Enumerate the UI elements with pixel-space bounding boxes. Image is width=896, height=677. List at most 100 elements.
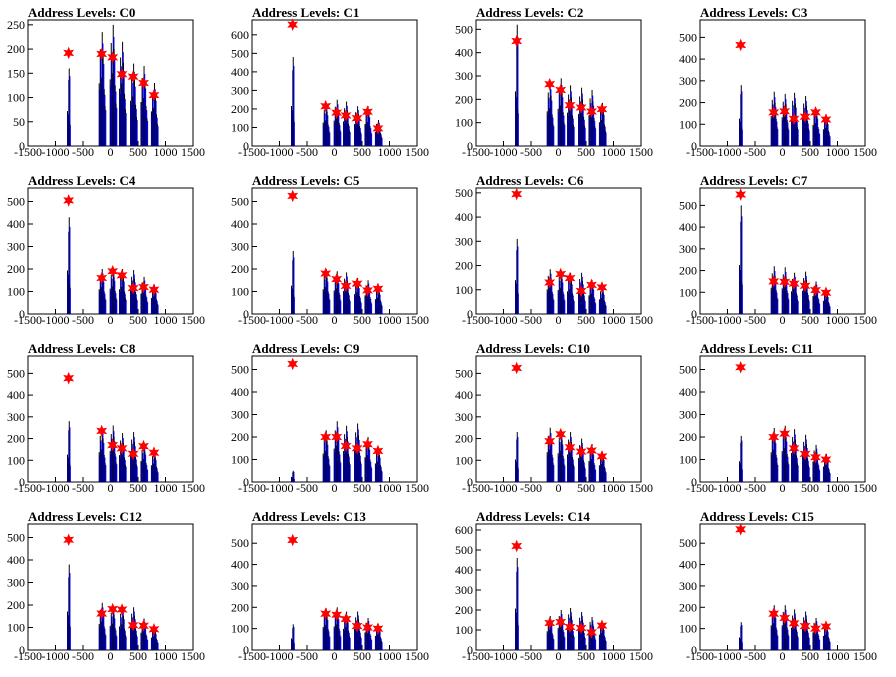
y-tick-label: 0	[467, 475, 473, 489]
y-tick-label: 500	[679, 30, 697, 44]
x-tick-label: 500	[801, 649, 819, 663]
peak-marker	[320, 267, 332, 280]
y-tick-label: 100	[7, 285, 25, 299]
peak-marker	[372, 122, 384, 135]
x-tick-label: 500	[129, 313, 147, 327]
x-tick-label: 0	[332, 313, 338, 327]
x-tick-label: 0	[108, 649, 114, 663]
peak-marker	[96, 424, 108, 438]
panel-title: Address Levels: C14	[476, 509, 590, 524]
peak-marker	[799, 279, 811, 293]
peak-marker	[735, 38, 747, 52]
x-tick-label: 500	[801, 481, 819, 495]
y-tick-label: 300	[679, 579, 697, 593]
peak-marker	[372, 444, 384, 458]
peak-marker	[768, 275, 780, 288]
y-tick-label: 500	[231, 195, 249, 209]
x-tick-label: 1000	[378, 145, 402, 159]
y-tick-label: 400	[7, 388, 25, 402]
peak-marker	[148, 283, 160, 297]
x-tick-label: 500	[353, 481, 371, 495]
y-tick-label: 300	[231, 408, 249, 422]
peak-marker	[575, 284, 587, 298]
x-tick-label: 1500	[629, 481, 653, 495]
y-tick-label: 500	[679, 363, 697, 377]
y-tick-label: 100	[455, 116, 473, 130]
peak-marker	[768, 106, 780, 119]
x-tick-label: 0	[556, 313, 562, 327]
peak-marker	[596, 450, 608, 463]
y-tick-label: 200	[455, 92, 473, 106]
x-tick-label: -500	[744, 145, 766, 159]
peak-marker	[148, 622, 160, 636]
x-tick-label: 1500	[405, 145, 429, 159]
y-tick-label: 500	[455, 366, 473, 380]
peak-marker	[735, 523, 747, 536]
x-tick-label: 1500	[181, 481, 205, 495]
peak-marker	[586, 105, 597, 118]
x-tick-label: 1000	[602, 145, 626, 159]
y-tick-label: 300	[679, 408, 697, 422]
peak-marker	[116, 442, 128, 455]
peak-marker	[555, 427, 567, 441]
peak-marker	[107, 264, 119, 278]
peak-marker	[596, 102, 608, 116]
y-tick-label: 500	[455, 186, 473, 200]
peak-marker	[372, 282, 384, 296]
peak-marker	[138, 280, 149, 294]
x-tick-label: -500	[296, 481, 318, 495]
peak-marker	[351, 111, 363, 125]
chart-panel: Address Levels: C20100200300400500-1500-…	[455, 5, 653, 159]
panel-title: Address Levels: C4	[28, 173, 136, 188]
y-tick-label: 0	[19, 139, 25, 153]
x-tick-label: 0	[332, 649, 338, 663]
x-tick-label: 1000	[378, 481, 402, 495]
y-tick-label: 400	[679, 558, 697, 572]
x-tick-label: 500	[577, 649, 595, 663]
x-tick-label: -1000	[714, 313, 742, 327]
y-tick-label: 300	[679, 242, 697, 256]
y-tick-label: 500	[231, 46, 249, 60]
x-tick-label: 1500	[629, 145, 653, 159]
x-tick-label: 500	[353, 145, 371, 159]
peak-marker	[511, 34, 523, 48]
y-tick-label: 300	[7, 576, 25, 590]
y-tick-label: 400	[231, 217, 249, 231]
x-tick-label: 500	[801, 313, 819, 327]
x-tick-label: -500	[296, 145, 318, 159]
chart-panel: Address Levels: C70100200300400500-1500-…	[679, 173, 877, 327]
peak-marker	[799, 447, 811, 461]
peak-marker	[788, 277, 800, 290]
y-tick-label: 200	[679, 96, 697, 110]
x-tick-label: -500	[296, 649, 318, 663]
x-tick-label: 500	[129, 481, 147, 495]
y-tick-label: 400	[7, 217, 25, 231]
x-tick-label: -500	[72, 649, 94, 663]
y-tick-label: 600	[455, 523, 473, 537]
peak-marker	[564, 440, 576, 454]
peak-marker	[351, 277, 363, 290]
peak-marker	[107, 438, 119, 452]
x-tick-label: 1500	[853, 481, 877, 495]
x-tick-label: 0	[108, 313, 114, 327]
y-tick-label: 300	[231, 83, 249, 97]
panel-title: Address Levels: C0	[28, 5, 135, 20]
peak-marker	[779, 427, 791, 440]
y-tick-label: 300	[455, 410, 473, 424]
x-tick-label: -1000	[714, 481, 742, 495]
peak-marker	[544, 276, 556, 289]
x-tick-label: -500	[744, 313, 766, 327]
y-tick-label: 200	[7, 432, 25, 446]
peak-marker	[735, 360, 747, 374]
x-tick-label: -1500	[686, 481, 714, 495]
y-tick-label: 0	[691, 307, 697, 321]
peak-marker	[127, 70, 139, 84]
x-tick-label: -500	[72, 313, 94, 327]
y-tick-label: 0	[467, 307, 473, 321]
y-tick-label: 200	[679, 430, 697, 444]
peak-marker	[138, 619, 149, 633]
peak-marker	[116, 268, 128, 282]
peak-marker	[287, 533, 299, 547]
peak-marker	[779, 275, 791, 289]
x-tick-label: -1500	[686, 313, 714, 327]
